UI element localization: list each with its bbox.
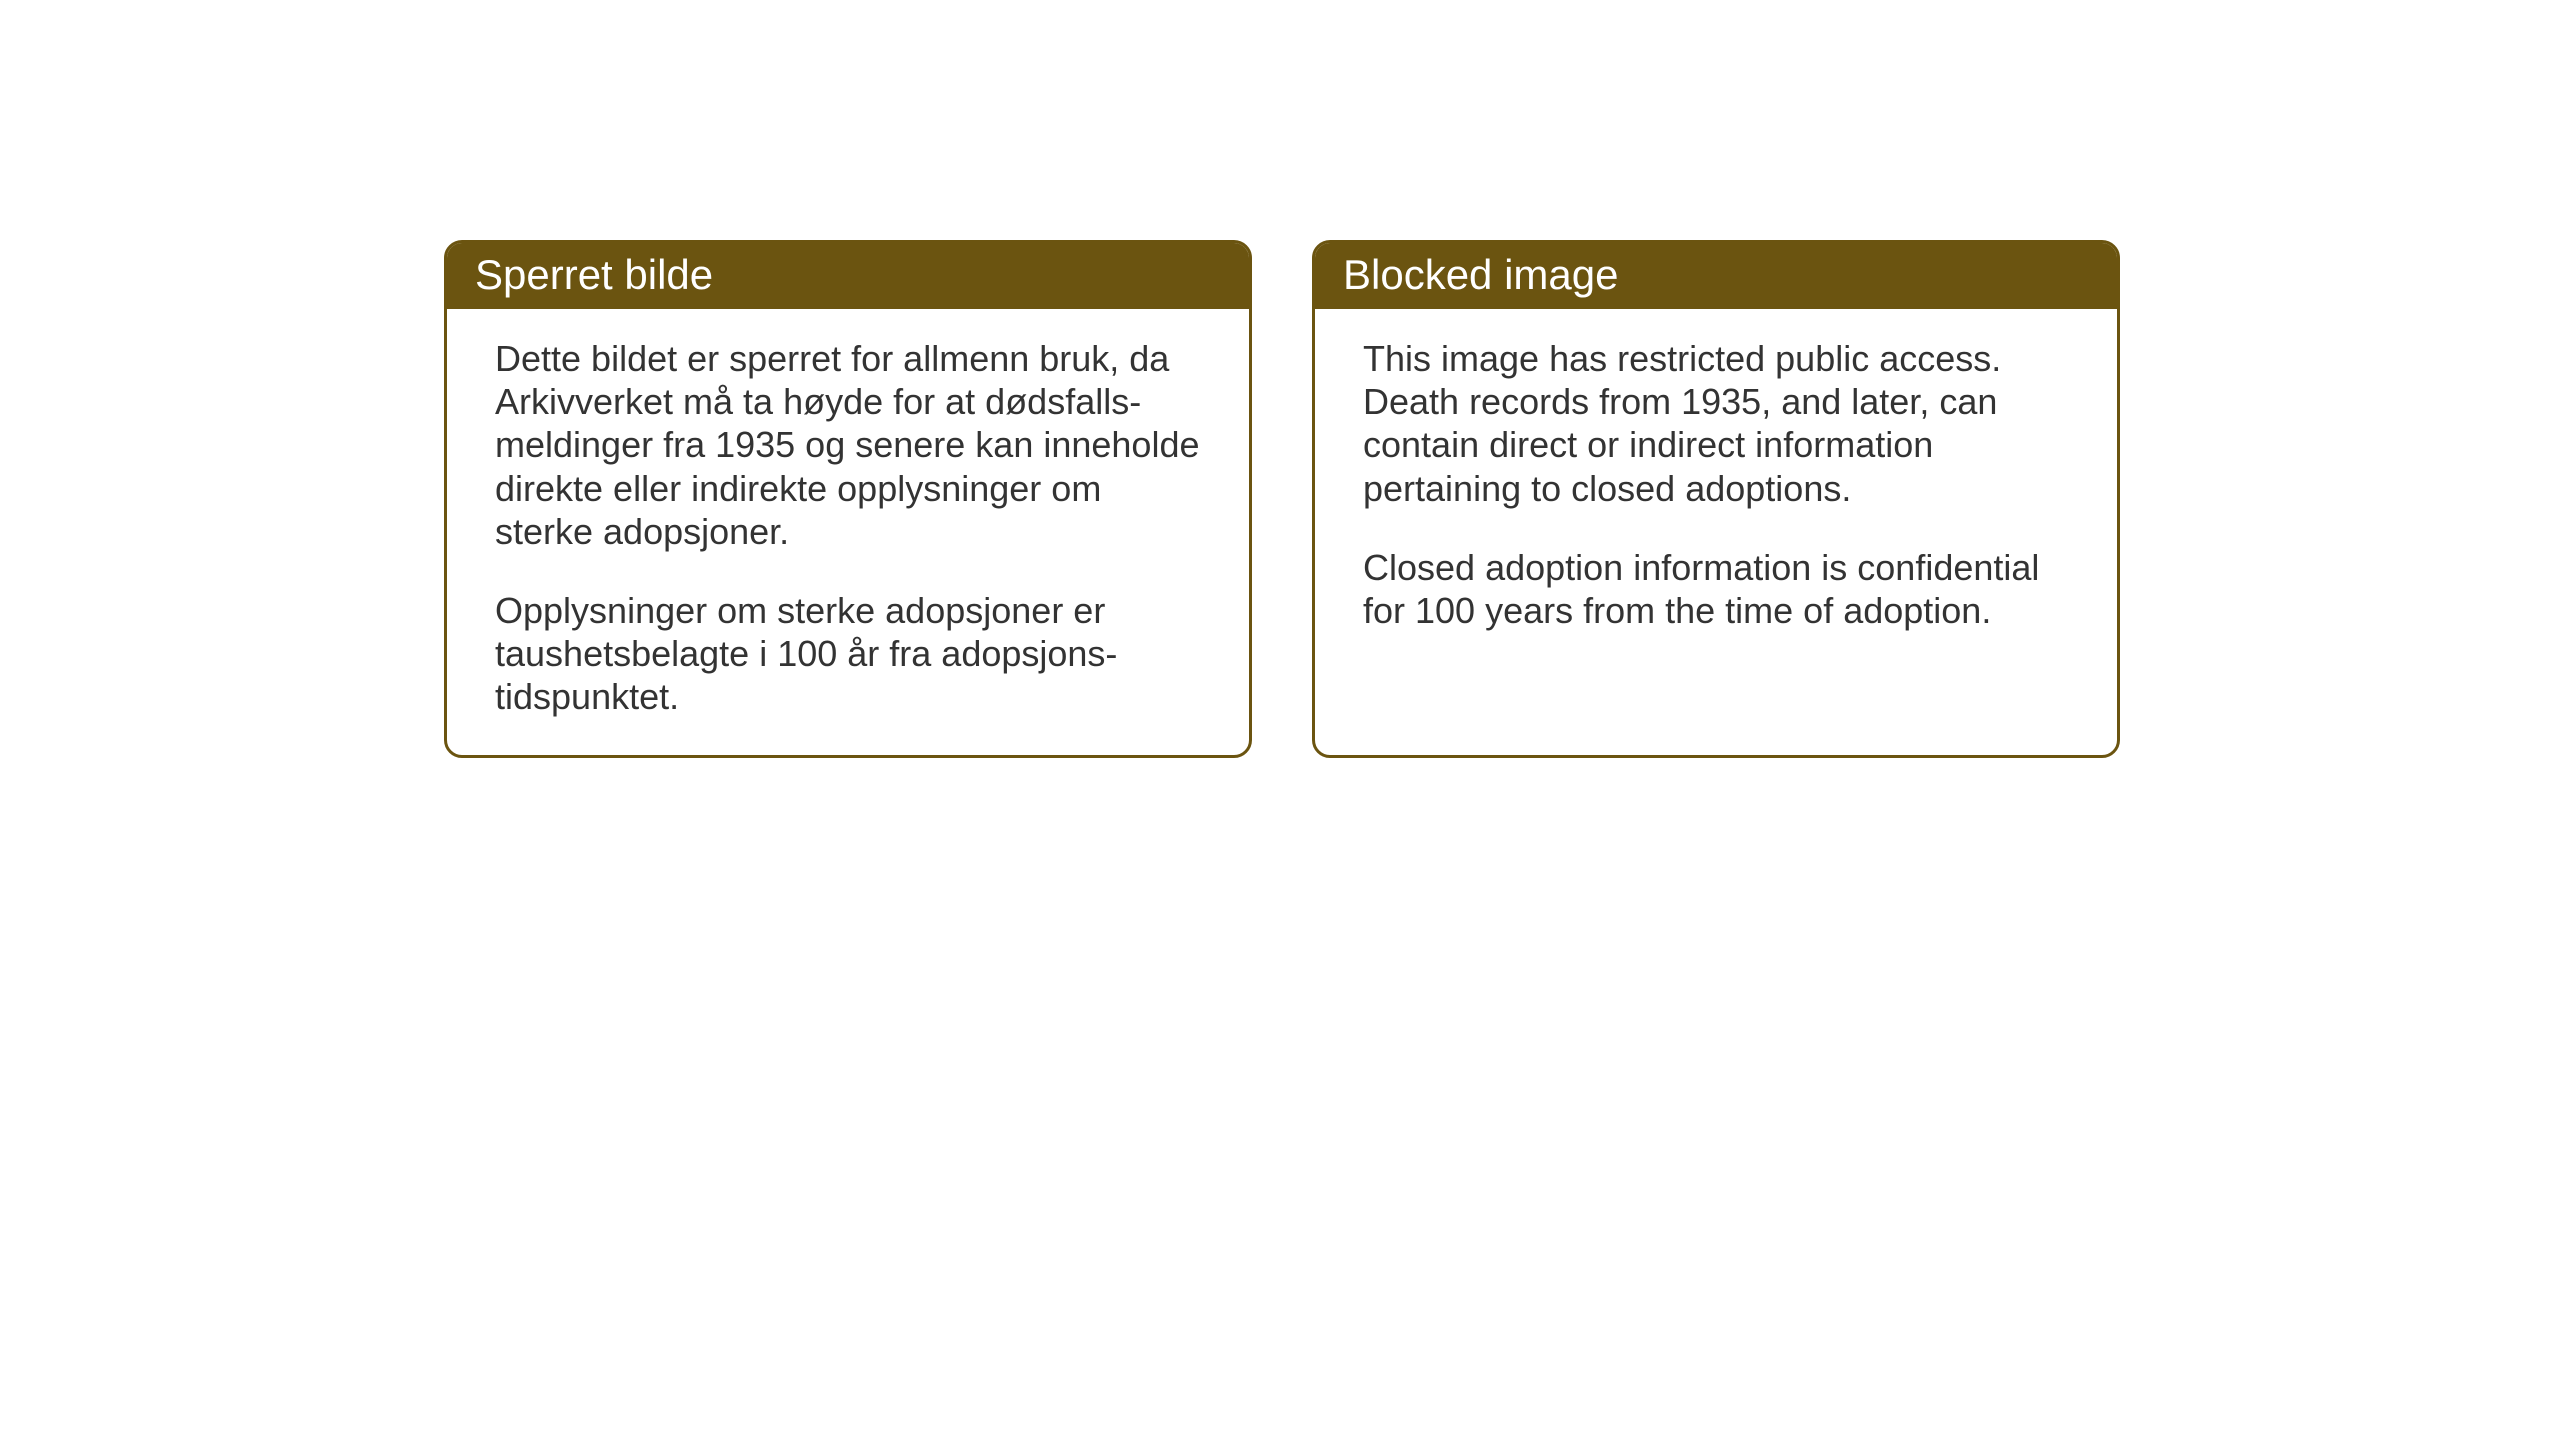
card-english-paragraph-2: Closed adoption information is confident… [1363,546,2069,632]
card-english-header: Blocked image [1315,243,2117,309]
cards-container: Sperret bilde Dette bildet er sperret fo… [444,240,2120,758]
card-english-body: This image has restricted public access.… [1315,309,2117,668]
card-norwegian: Sperret bilde Dette bildet er sperret fo… [444,240,1252,758]
card-english-title: Blocked image [1343,251,1618,298]
card-norwegian-header: Sperret bilde [447,243,1249,309]
card-norwegian-paragraph-1: Dette bildet er sperret for allmenn bruk… [495,337,1201,553]
card-english-paragraph-1: This image has restricted public access.… [1363,337,2069,510]
card-norwegian-title: Sperret bilde [475,251,713,298]
card-norwegian-paragraph-2: Opplysninger om sterke adopsjoner er tau… [495,589,1201,719]
card-english: Blocked image This image has restricted … [1312,240,2120,758]
card-norwegian-body: Dette bildet er sperret for allmenn bruk… [447,309,1249,755]
